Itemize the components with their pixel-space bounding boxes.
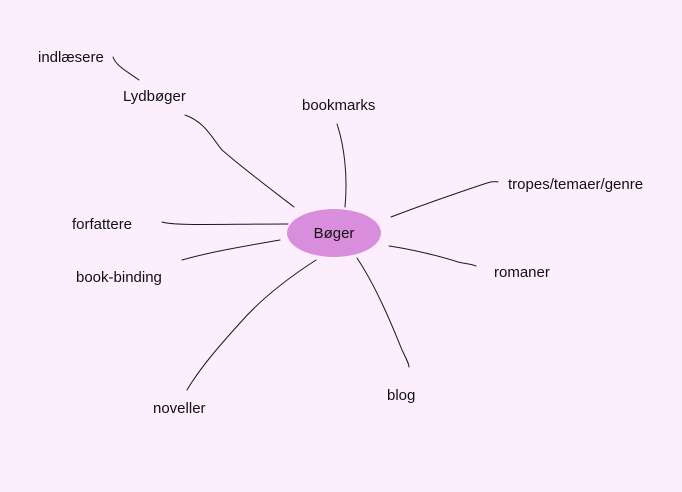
node-bookbinding[interactable]: book-binding: [76, 269, 162, 286]
node-romaner[interactable]: romaner: [494, 264, 550, 281]
center-node[interactable]: Bøger: [287, 209, 381, 257]
node-bookmarks[interactable]: bookmarks: [302, 97, 376, 114]
node-lydboger[interactable]: Lydbøger: [123, 88, 186, 105]
connector-tropes: [390, 181, 499, 218]
connector-bookbinding: [181, 239, 281, 261]
connector-indlaesere-lydboger: [112, 56, 140, 81]
connector-blog: [356, 257, 410, 368]
node-forfattere[interactable]: forfattere: [72, 216, 133, 233]
connector-bookmarks: [336, 123, 347, 208]
node-blog[interactable]: blog: [387, 387, 416, 404]
connector-noveller: [186, 259, 317, 391]
node-indlaesere[interactable]: indlæsere: [38, 49, 104, 66]
connector-romaner: [388, 245, 477, 267]
center-node-label: Bøger: [313, 224, 355, 242]
node-tropes[interactable]: tropes/temaer/genre: [508, 176, 644, 193]
node-noveller[interactable]: noveller: [153, 400, 206, 417]
connector-lydboger: [184, 114, 295, 208]
connector-forfattere: [161, 221, 289, 225]
